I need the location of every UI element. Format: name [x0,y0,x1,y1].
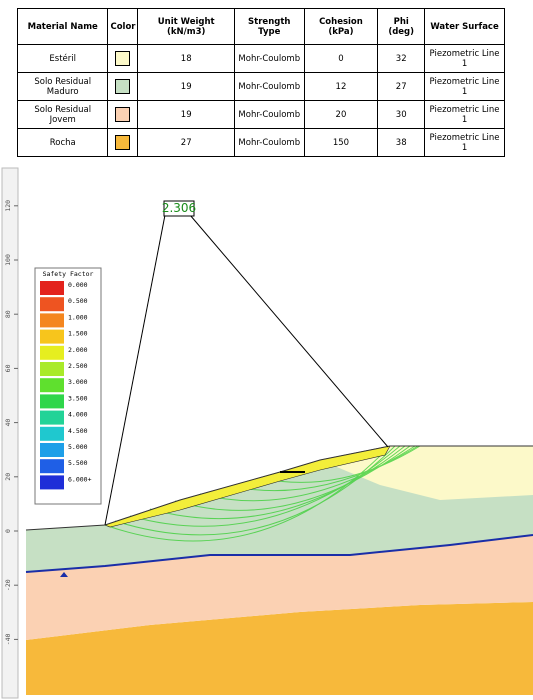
color-swatch [115,107,131,122]
table-cell: Solo Residual Maduro [16,72,109,101]
ruler-label: 80 [4,310,12,318]
legend-swatch [40,475,64,490]
legend-swatch [40,345,64,360]
legend-swatch [40,329,64,344]
legend-label: 2.000 [68,346,88,354]
rocha-layer [26,602,533,695]
legend-label: 1.000 [68,313,88,321]
legend-label: 1.500 [68,330,88,338]
legend-swatch [40,410,64,425]
legend-label: 3.500 [68,394,88,402]
callout-line [104,214,166,526]
legend-swatch [40,443,64,457]
ruler-label: 40 [4,419,12,427]
legend-title: Safety Factor [43,270,94,278]
legend-label: 4.000 [68,411,88,419]
header-row: Material Name Color Unit Weight (kN/m3) Str… [16,8,505,45]
legend-label: 0.000 [68,281,88,289]
table-cell: Rocha [16,128,109,157]
ruler-label: 120 [4,200,12,212]
ruler-label: -20 [4,579,12,591]
legend-swatch [40,426,64,441]
table-cell: Mohr-Coulomb [233,128,305,157]
ruler-label: 0 [4,529,12,533]
table-cell: Piezometric Line 1 [424,128,505,157]
legend-swatch [40,362,64,376]
legend-label: 5.000 [68,443,88,451]
header-cell: Phi (deg) [377,8,426,45]
legend-label: 6.000+ [68,475,92,483]
legend-items: 0.000 0.500 1.000 1.500 2.000 2.500 3.000 3.500… [40,281,92,490]
table-row: Rocha 27 Mohr-Coulomb 150 38 Piezometric Line… [16,128,505,157]
color-swatch [115,51,131,66]
legend-swatch [40,394,64,409]
legend-swatch [40,378,64,393]
table-row: Solo Residual Jovem 19 Mohr-Coulomb 20 30 Pie… [16,100,505,129]
materials-table: Material Name Color Unit Weight (kN/m3) Str… [16,8,505,157]
legend-label: 4.500 [68,427,88,435]
ruler-label: 60 [4,364,12,372]
callout-box [163,200,195,217]
color-swatch [115,135,131,150]
legend-label: 2.500 [68,362,88,370]
water-marker [60,572,68,577]
slip-surface [229,445,419,492]
table-cell: 27 [137,128,235,157]
table-cell: 20 [303,100,379,129]
table-cell: 150 [303,128,379,157]
ruler-label: 100 [4,254,12,266]
table-row: Solo Residual Maduro 19 Mohr-Coulomb 12 27 Pi… [16,72,505,101]
color-cell [107,100,139,129]
ruler-label: -40 [4,633,12,645]
legend-swatch [40,313,64,328]
callout-line [189,214,389,448]
legend-label: 0.500 [68,297,88,305]
color-cell [107,72,139,101]
table-cell: Mohr-Coulomb [233,44,305,73]
ruler-ticks: 120 100 80 60 40 20 0 -20 -40 [4,200,18,645]
ruler-label: 20 [4,473,12,481]
slip-surfaces [104,445,421,542]
legend-swatch [40,459,64,474]
table-cell: 27 [377,72,426,101]
piezometric-line [25,534,533,573]
legend-label: 5.500 [68,459,88,467]
color-swatch [115,79,131,94]
legend-swatch [40,297,64,312]
esteril-layer [320,446,533,500]
table-body: Estéril 18 Mohr-Coulomb 0 32 Piezometric Line… [16,44,505,157]
factor-label: 2.306 [162,201,196,215]
table-cell: Piezometric Line 1 [424,72,505,101]
legend-label: 3.000 [68,378,88,386]
ruler [1,167,19,699]
color-cell [107,128,139,157]
legend-swatch [40,281,64,295]
